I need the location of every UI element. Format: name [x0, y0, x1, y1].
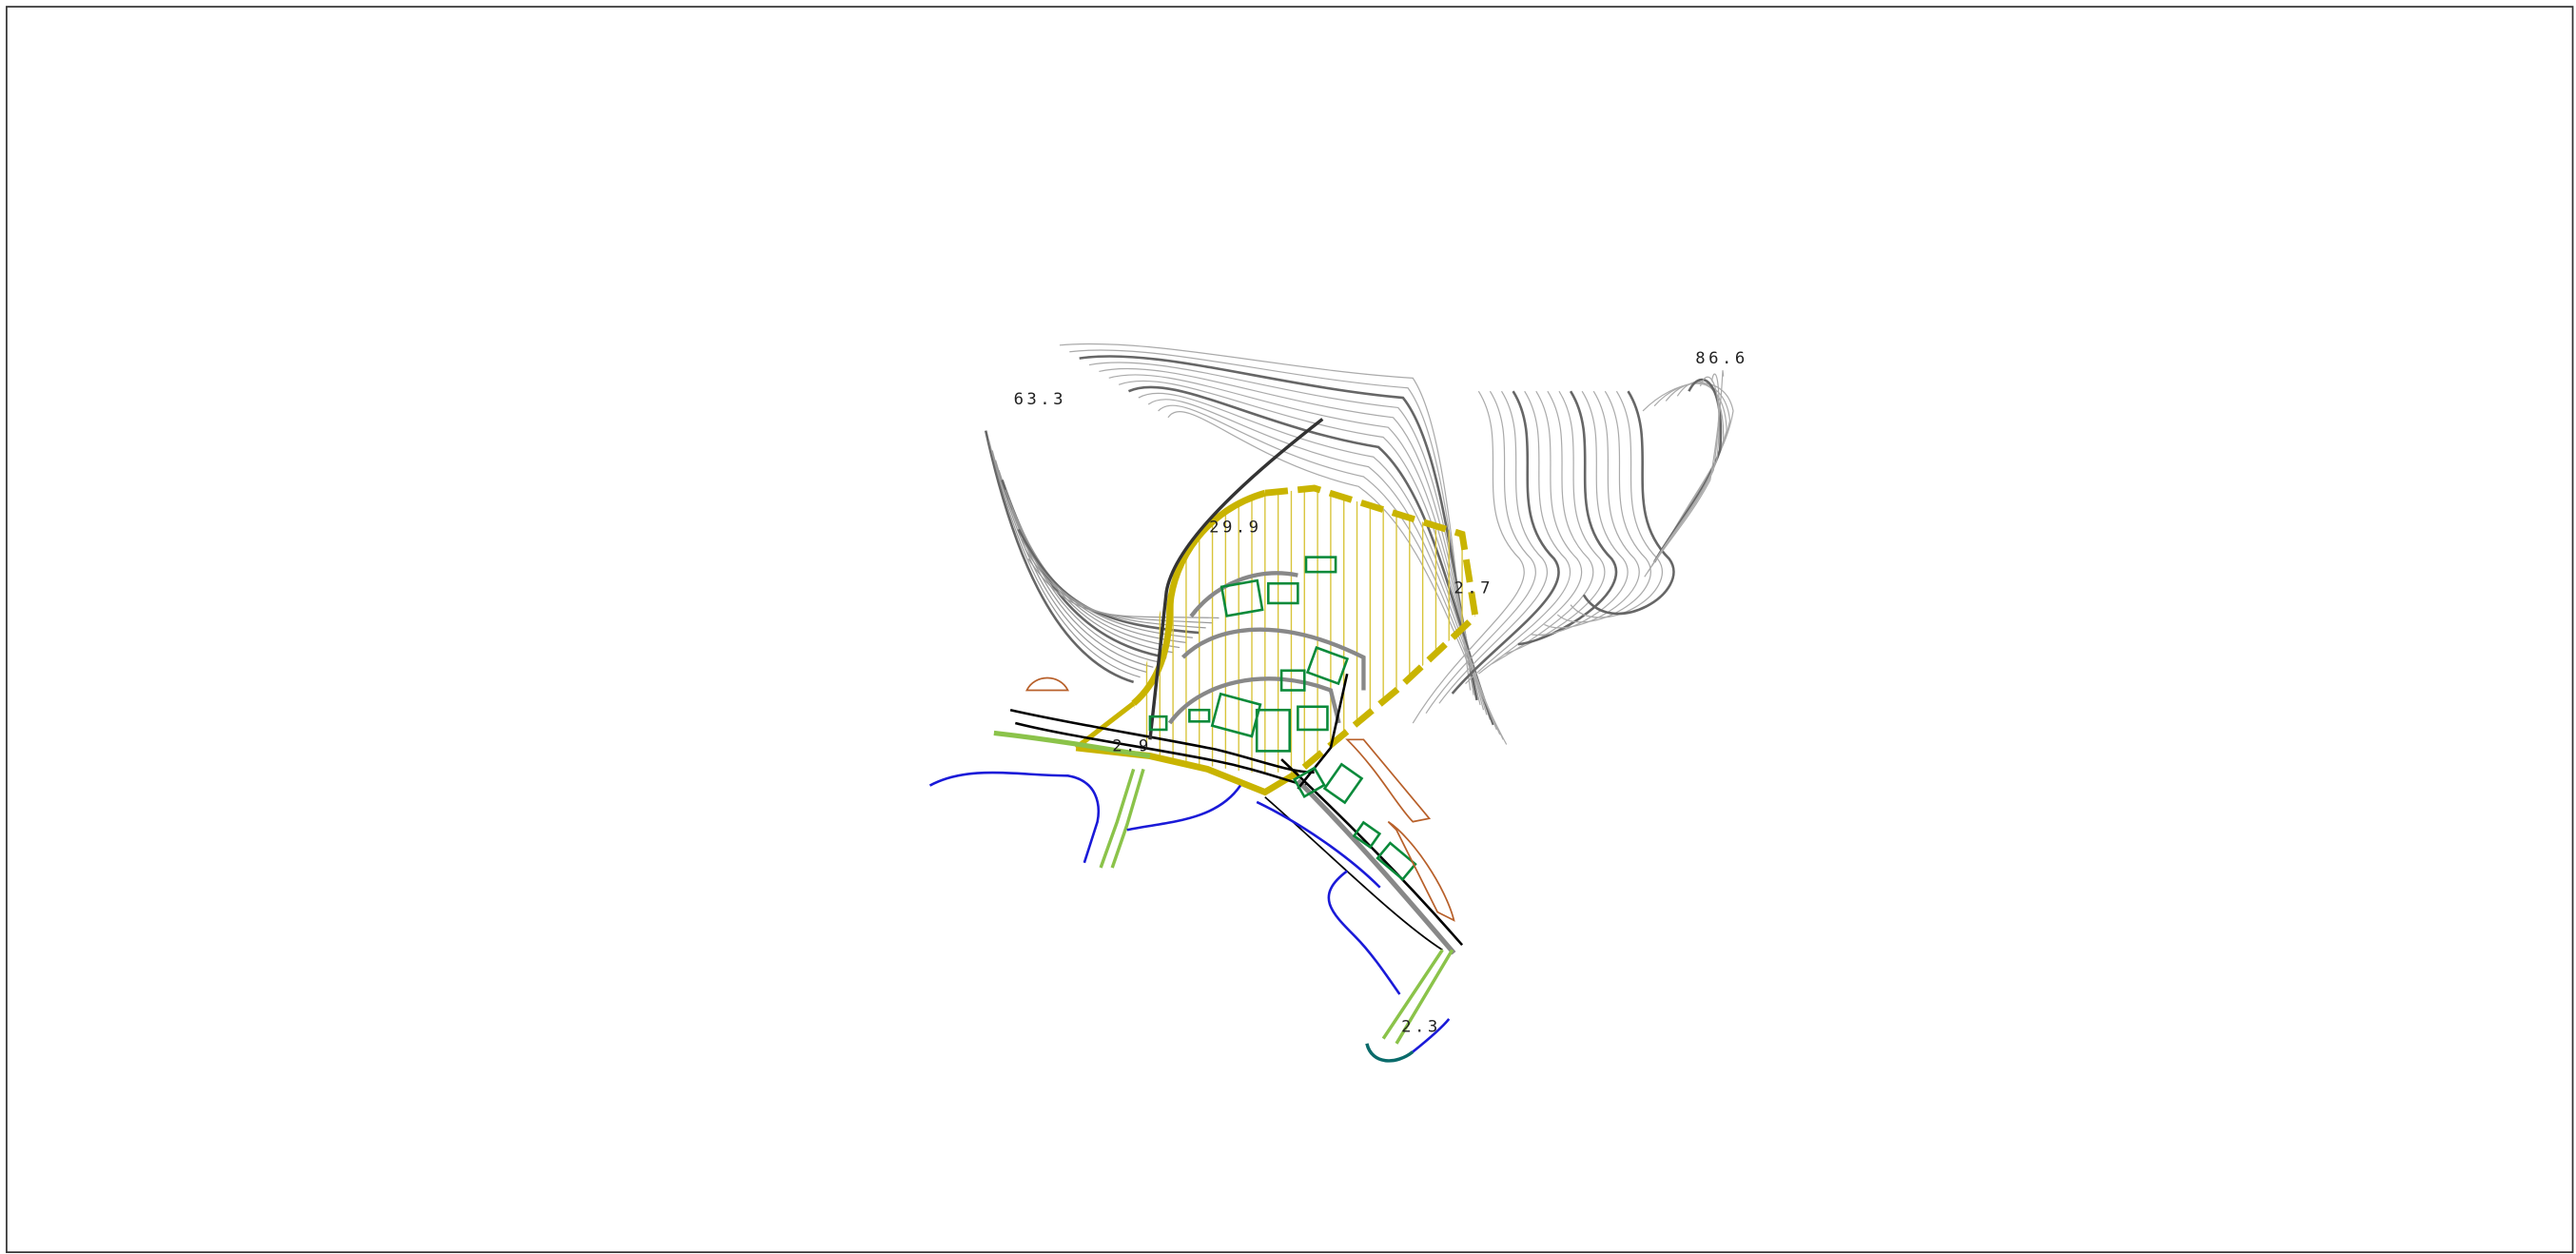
contour: [1158, 404, 1504, 740]
contour: [988, 440, 1141, 678]
contour: [984, 430, 1135, 684]
contour: [1644, 370, 1725, 578]
contour: [1027, 558, 1220, 619]
contour: [1544, 390, 1640, 629]
contour: [1147, 399, 1501, 735]
contour: [1088, 362, 1481, 706]
contour: [1412, 390, 1525, 724]
elevation-label: 29.9: [1209, 519, 1261, 538]
rivers: [928, 771, 1451, 1053]
contour: [1556, 390, 1651, 623]
buildings: [1148, 556, 1417, 881]
contour: [1451, 390, 1560, 695]
elevation-label: 63.3: [1014, 390, 1066, 409]
elevation-label: 2.9: [1112, 736, 1152, 755]
frame: [6, 6, 2574, 1254]
contour: [1477, 390, 1583, 675]
roads: [993, 418, 1464, 1063]
contour: [991, 450, 1147, 674]
contour: [1099, 367, 1485, 711]
contour: [1079, 355, 1478, 701]
contour: [1517, 390, 1618, 646]
slopes: [1025, 676, 1455, 922]
elevation-labels: 63.3 86.6 29.9 2.7 2.9 2.3: [1014, 349, 1747, 1037]
contour: [1582, 390, 1675, 616]
contour: [1653, 378, 1723, 563]
contour: [1650, 376, 1720, 568]
contour: [1465, 390, 1571, 685]
contour: [1438, 390, 1549, 704]
contour: [1647, 373, 1720, 573]
contour: [1118, 380, 1491, 720]
contour: [1108, 374, 1488, 715]
contour: [1167, 411, 1508, 745]
contour: [1425, 390, 1536, 715]
contour: [1138, 392, 1497, 731]
contour: [1025, 548, 1213, 624]
elevation-label: 86.6: [1695, 349, 1747, 368]
elevation-label: 2.7: [1454, 579, 1493, 598]
contour: [1504, 390, 1606, 656]
elevation-label: 2.3: [1401, 1018, 1441, 1037]
